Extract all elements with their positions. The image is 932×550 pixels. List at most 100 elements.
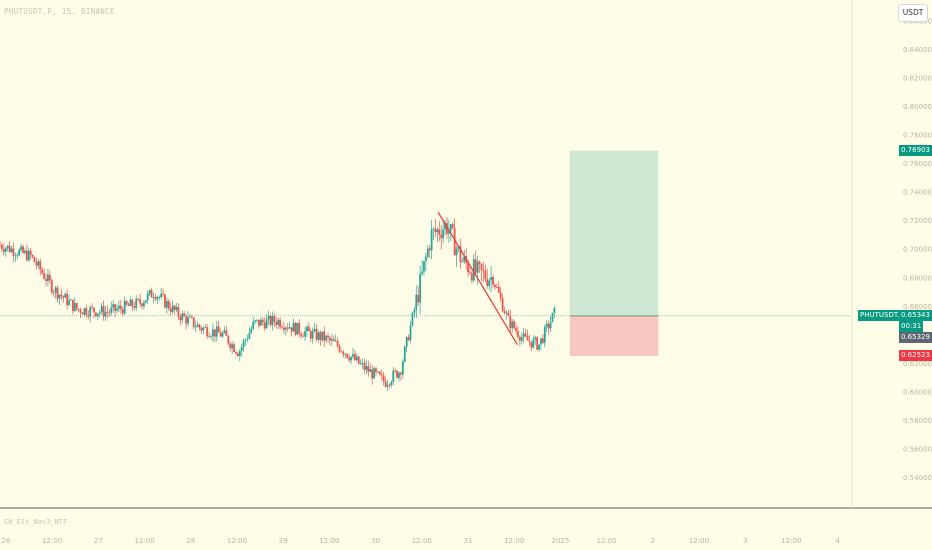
candle-body: [273, 315, 276, 323]
candle-body: [432, 228, 435, 230]
candle-body: [538, 344, 540, 350]
candle-body: [265, 319, 268, 329]
candle-body: [47, 274, 49, 281]
candle-body: [29, 250, 32, 256]
candle-body: [39, 261, 42, 270]
candle-body: [141, 303, 143, 307]
candle-body: [73, 303, 76, 311]
candle-body: [342, 351, 345, 355]
candle-body: [298, 322, 301, 334]
candle-body: [517, 330, 519, 337]
candle-body: [256, 319, 258, 321]
candle-body: [229, 343, 232, 349]
candle-body: [233, 344, 235, 353]
candle-body: [154, 297, 157, 300]
candle-body: [2, 248, 5, 252]
candle-body: [261, 319, 264, 323]
candle-body: [98, 312, 101, 314]
candle-body: [83, 308, 86, 315]
time-tick-label: 12:00: [689, 537, 709, 545]
candle-body: [269, 315, 272, 325]
candle-body: [227, 335, 230, 344]
candle-body: [4, 248, 7, 252]
indicator-label: CW_EIt_Nav3_NTF: [4, 518, 68, 526]
candle-body: [411, 312, 414, 326]
candle-body: [334, 340, 337, 342]
candle-body: [213, 329, 216, 337]
candle-body: [93, 307, 95, 313]
candle-body: [89, 307, 92, 317]
price-tick-label: 0.78000: [903, 132, 932, 140]
candle-body: [453, 227, 456, 256]
candle-body: [321, 331, 324, 340]
candle-body: [104, 311, 107, 317]
candle-body: [62, 296, 65, 298]
candle-body: [112, 304, 115, 308]
candle-body: [0, 244, 1, 246]
candle-body: [212, 329, 214, 337]
candle-body: [340, 351, 343, 353]
candle-body: [382, 375, 385, 382]
candle-body: [300, 333, 303, 336]
candle-body: [476, 261, 479, 273]
candles: [0, 217, 556, 391]
candle-body: [294, 322, 297, 335]
candle-body: [467, 263, 469, 273]
candle-body: [259, 319, 262, 326]
time-tick-label: 27: [94, 537, 103, 545]
candle-body: [225, 330, 228, 336]
candle-body: [48, 274, 51, 281]
candle-body: [292, 322, 295, 332]
candle-body: [54, 287, 57, 293]
candle-body: [398, 372, 400, 378]
candle-body: [390, 382, 393, 386]
candle-body: [198, 324, 201, 328]
candle-body: [472, 259, 475, 281]
candle-body: [167, 301, 170, 309]
candle-body: [536, 337, 539, 350]
candle-body: [325, 335, 328, 341]
candle-body: [518, 336, 521, 341]
candle-body: [451, 224, 454, 228]
candle-body: [423, 261, 425, 272]
candle-body: [96, 313, 99, 317]
candle-body: [392, 370, 395, 383]
candle-body: [267, 315, 270, 320]
candle-body: [302, 335, 304, 337]
candle-body: [31, 255, 34, 257]
candle-body: [45, 278, 47, 281]
time-tick-label: 2025: [551, 537, 569, 545]
price-tick-label: 0.74000: [903, 189, 932, 197]
candle-body: [219, 332, 222, 337]
time-tick-label: 12:00: [504, 537, 524, 545]
candle-body: [185, 316, 187, 324]
candle-body: [307, 326, 310, 332]
price-tick-label: 0.56000: [903, 445, 932, 453]
loss-zone: [569, 315, 659, 356]
candle-body: [436, 229, 439, 233]
candle-body: [497, 287, 500, 293]
candle-body: [507, 312, 510, 316]
candle-body: [246, 338, 249, 340]
candle-body: [413, 309, 416, 313]
candle-body: [528, 340, 531, 342]
candle-body: [323, 331, 326, 341]
price-tick-label: 0.62000: [903, 360, 932, 368]
candle-body: [106, 311, 109, 313]
candle-body: [108, 312, 111, 314]
profit-zone: [569, 150, 659, 316]
candle-body: [355, 356, 358, 361]
candle-body: [14, 255, 17, 257]
candle-body: [156, 297, 159, 300]
candle-body: [378, 371, 381, 375]
candle-body: [457, 246, 460, 249]
candle-body: [484, 270, 487, 280]
time-tick-label: 29: [279, 537, 288, 545]
currency-button[interactable]: USDT: [898, 4, 928, 22]
candle-body: [160, 293, 163, 297]
candle-body: [24, 250, 26, 253]
candle-body: [79, 309, 82, 313]
candle-body: [367, 366, 370, 372]
